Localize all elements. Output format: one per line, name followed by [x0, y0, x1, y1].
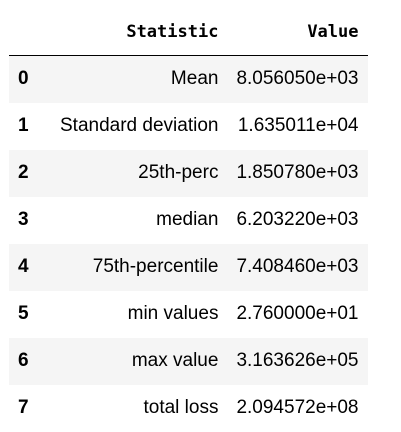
value-cell: 2.094572e+08 [236, 397, 359, 418]
row-index: 2 [18, 162, 29, 183]
value-cell: 6.203220e+03 [236, 209, 359, 230]
table-row: 0 Mean 8.056050e+03 [9, 55, 368, 103]
row-index: 4 [18, 256, 29, 277]
table-body: 0 Mean 8.056050e+03 1 Standard deviation… [9, 55, 368, 432]
value-cell: 2.760000e+01 [236, 303, 359, 324]
value-cell: 1.850780e+03 [236, 162, 359, 183]
row-index: 5 [18, 303, 29, 324]
index-header [9, 9, 51, 56]
statistic-cell: 75th-percentile [92, 256, 219, 277]
value-cell: 1.635011e+04 [237, 115, 359, 136]
row-index: 3 [18, 209, 29, 230]
row-index: 0 [18, 68, 29, 90]
table-row: 2 25th-perc 1.850780e+03 [9, 149, 368, 197]
table-row: 1 Standard deviation 1.635011e+04 [9, 103, 368, 150]
statistic-cell: min values [127, 303, 219, 324]
table-header: Statistic Value [9, 9, 368, 56]
table-row: 6 max value 3.163626e+05 [9, 337, 368, 385]
value-header: Value [227, 9, 368, 56]
value-cell: 8.056050e+03 [236, 68, 359, 90]
dataframe-table: Statistic Value 0 Mean 8.056050e+03 1 St… [9, 9, 368, 432]
statistic-header: Statistic [51, 9, 228, 56]
header-row: Statistic Value [9, 9, 368, 56]
row-index: 6 [18, 350, 29, 371]
statistic-cell: median [156, 209, 219, 230]
row-index: 7 [18, 397, 29, 418]
value-cell: 7.408460e+03 [236, 256, 359, 277]
statistic-cell: max value [131, 350, 219, 371]
table-row: 4 75th-percentile 7.408460e+03 [9, 243, 368, 291]
table-row: 3 median 6.203220e+03 [9, 197, 368, 244]
statistic-cell: Standard deviation [60, 115, 219, 136]
table-row: 5 min values 2.760000e+01 [9, 291, 368, 338]
row-index: 1 [18, 115, 29, 136]
statistic-cell: 25th-perc [138, 162, 219, 183]
table-row: 7 total loss 2.094572e+08 [9, 385, 368, 432]
statistic-cell: Mean [170, 68, 219, 90]
value-cell: 3.163626e+05 [236, 350, 359, 371]
statistic-cell: total loss [143, 397, 219, 418]
